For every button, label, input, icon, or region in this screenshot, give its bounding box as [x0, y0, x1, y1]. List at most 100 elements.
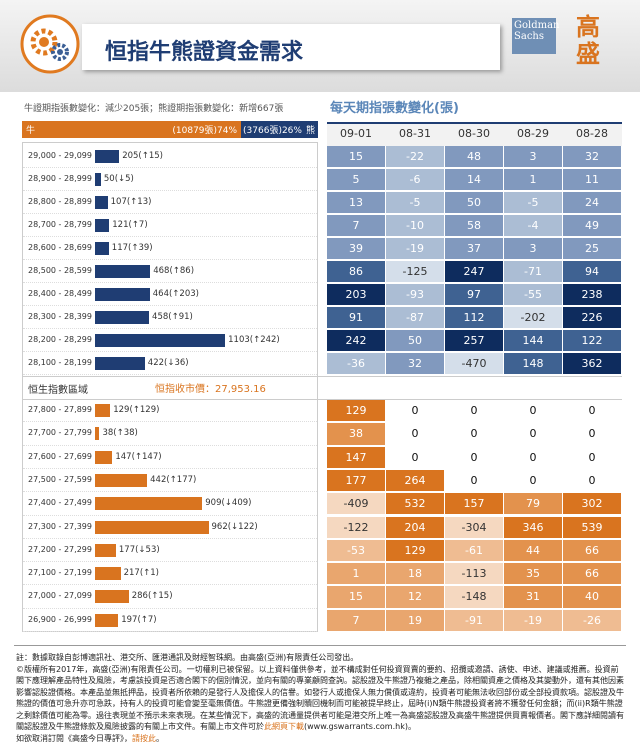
unsub: 如欲取消訂閱《高盛今日專評》， [16, 733, 132, 743]
range-label: 27,300 - 27,399 [28, 521, 92, 531]
row-sep [23, 421, 317, 423]
bar-label: 147(↑147) [115, 451, 162, 462]
change-cell: -202 [504, 307, 562, 328]
bar-label: 205(↑15) [122, 151, 163, 161]
end: 。 [156, 733, 164, 743]
change-cell: 5 [327, 169, 385, 190]
bar-label: 197(↑7) [121, 614, 157, 625]
change-cell: -93 [386, 284, 444, 305]
change-cell: 66 [563, 563, 621, 585]
range-label: 28,400 - 28,499 [28, 289, 92, 298]
change-cell: 148 [504, 353, 562, 374]
change-cell: 204 [386, 516, 444, 538]
change-cell: -55 [504, 284, 562, 305]
change-cell: 112 [445, 307, 503, 328]
row-sep [23, 631, 317, 632]
unsub-link[interactable]: 請按此 [132, 733, 156, 743]
bar [95, 334, 226, 347]
bar [95, 520, 209, 534]
change-cell: 177 [327, 469, 385, 492]
row-sep [23, 167, 317, 168]
range-label: 27,400 - 27,499 [28, 498, 92, 508]
change-cell: 226 [563, 307, 621, 328]
change-cell: 0 [386, 400, 444, 422]
download-link[interactable]: 此網頁下載 [264, 722, 304, 731]
bull-text: (10879張)74% [172, 126, 238, 136]
change-cell: 257 [445, 330, 503, 351]
change-cell: 122 [563, 330, 621, 351]
change-cell: 0 [445, 423, 503, 445]
bar-label: 217(↑1) [123, 568, 159, 579]
change-cell: -148 [445, 586, 503, 608]
range-label: 27,100 - 27,199 [28, 568, 92, 578]
close-label: 恒指收市價：27,953.16 [155, 384, 266, 395]
title-box [82, 24, 500, 70]
row-sep [23, 584, 317, 586]
bar [95, 265, 151, 278]
change-cell: 39 [327, 238, 385, 259]
row-sep [23, 190, 317, 191]
bar [95, 357, 145, 370]
row-sep [23, 328, 317, 329]
change-cell: 35 [504, 563, 562, 585]
note-unsub: 如欲取消訂閱《高盛今日專評》，請按此。 [16, 733, 624, 745]
row-sep [23, 514, 317, 516]
change-cell: 11 [563, 169, 621, 190]
change-cell: 1 [504, 169, 562, 190]
row-sep [23, 305, 317, 306]
date-header: 08-29 [517, 127, 549, 140]
change-cell: 0 [504, 423, 562, 445]
change-cell: 14 [445, 169, 503, 190]
range-label: 28,600 - 28,699 [28, 243, 92, 252]
range-label: 27,200 - 27,299 [28, 544, 92, 554]
change-cell: 97 [445, 284, 503, 305]
change-cell: 0 [445, 469, 503, 492]
date-header: 08-28 [576, 127, 608, 140]
change-cell: 144 [504, 330, 562, 351]
change-cell: 38 [327, 423, 385, 445]
change-cell: -36 [327, 353, 385, 374]
range-label: 27,700 - 27,799 [28, 428, 92, 438]
row-sep [23, 491, 317, 493]
change-cell: 1 [327, 563, 385, 585]
change-cell: -91 [445, 609, 503, 631]
change-cell: -87 [386, 307, 444, 328]
change-cell: 15 [327, 586, 385, 608]
change-cell: 0 [445, 400, 503, 422]
bar-label: 468(↑86) [153, 266, 195, 276]
bar [95, 242, 109, 255]
bar-label: 442(↑177) [150, 474, 197, 485]
bar-label: 422(↓36) [147, 358, 189, 368]
change-cell: 13 [327, 192, 385, 213]
range-label: 27,600 - 27,699 [28, 451, 92, 461]
row-sep [23, 374, 317, 375]
range-label: 28,300 - 28,399 [28, 312, 92, 321]
change-cell: 0 [504, 469, 562, 492]
bear-text: (3766張)26% [243, 126, 302, 136]
change-cell: 0 [386, 446, 444, 468]
change-cell: 362 [563, 353, 621, 374]
change-cell: 25 [563, 238, 621, 259]
bar [95, 590, 129, 604]
change-cell: 346 [504, 516, 562, 538]
change-cell: 31 [504, 586, 562, 608]
row-sep [23, 561, 317, 563]
change-cell: 242 [327, 330, 385, 351]
change-cell: 203 [327, 284, 385, 305]
change-cell: 3 [504, 146, 562, 167]
change-cell: 0 [504, 400, 562, 422]
bar [95, 311, 150, 324]
row-sep [23, 444, 317, 446]
bar-label: 909(↓409) [205, 498, 252, 509]
bar [95, 404, 111, 417]
change-cell: 238 [563, 284, 621, 305]
change-cell: -409 [327, 493, 385, 515]
change-cell: 50 [445, 192, 503, 213]
index-label: 恒生指數區域 [28, 385, 88, 396]
bar-label: 962(↓122) [211, 521, 258, 532]
change-cell: 532 [386, 493, 444, 515]
change-cell: -113 [445, 563, 503, 585]
bar-label: 464(↑203) [152, 289, 199, 299]
change-cell: 129 [327, 400, 385, 422]
bar-label: 38(↑38) [102, 428, 138, 439]
